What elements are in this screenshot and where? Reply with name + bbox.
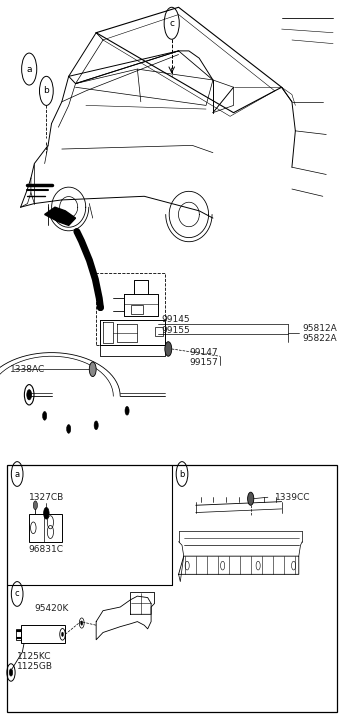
Circle shape (44, 507, 49, 519)
Text: 99155: 99155 (162, 326, 190, 334)
Text: a: a (26, 65, 32, 73)
Text: 1125KC: 1125KC (17, 652, 52, 661)
Circle shape (94, 421, 98, 430)
Text: 1339CC: 1339CC (275, 493, 310, 502)
Circle shape (89, 362, 96, 377)
Text: 96831C: 96831C (29, 545, 64, 554)
Circle shape (27, 390, 31, 400)
Bar (96, 273, 165, 345)
Bar (7, 465, 337, 712)
Polygon shape (45, 207, 75, 225)
Text: 1327CB: 1327CB (29, 493, 64, 502)
Circle shape (62, 632, 64, 637)
Bar (21, 625, 65, 643)
Circle shape (67, 425, 71, 433)
Text: 1125GB: 1125GB (17, 662, 53, 671)
Text: 95822A: 95822A (302, 334, 337, 343)
Bar (29, 514, 62, 542)
Bar (155, 327, 163, 336)
FancyArrowPatch shape (77, 231, 100, 308)
Text: 99157: 99157 (189, 358, 218, 367)
Text: 95812A: 95812A (302, 324, 337, 333)
Text: 99147: 99147 (189, 348, 218, 357)
Circle shape (248, 492, 254, 505)
Bar (17, 629, 21, 640)
Text: b: b (44, 87, 49, 95)
Text: 99145: 99145 (162, 316, 190, 324)
Circle shape (165, 342, 172, 356)
Text: a: a (15, 470, 20, 478)
Text: 95420K: 95420K (34, 604, 69, 613)
Circle shape (81, 621, 83, 625)
Circle shape (125, 406, 129, 415)
Text: 1338AC: 1338AC (10, 365, 46, 374)
Circle shape (33, 501, 37, 510)
Text: c: c (169, 19, 174, 28)
Bar (130, 305, 143, 314)
Circle shape (9, 669, 13, 676)
Text: b: b (179, 470, 185, 478)
Text: c: c (15, 590, 19, 598)
Circle shape (43, 411, 47, 420)
